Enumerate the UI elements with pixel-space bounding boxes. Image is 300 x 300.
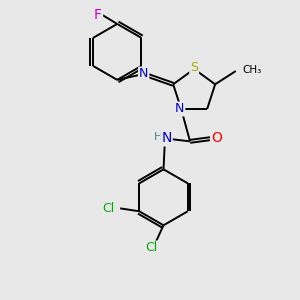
Text: F: F <box>94 8 102 22</box>
Text: H: H <box>154 132 163 142</box>
Text: O: O <box>211 131 222 146</box>
Text: N: N <box>175 103 184 116</box>
Text: N: N <box>139 68 148 80</box>
Text: Cl: Cl <box>102 202 114 215</box>
Text: S: S <box>190 61 198 74</box>
Text: N: N <box>161 131 172 146</box>
Text: CH₃: CH₃ <box>242 64 262 75</box>
Text: Cl: Cl <box>146 242 158 254</box>
